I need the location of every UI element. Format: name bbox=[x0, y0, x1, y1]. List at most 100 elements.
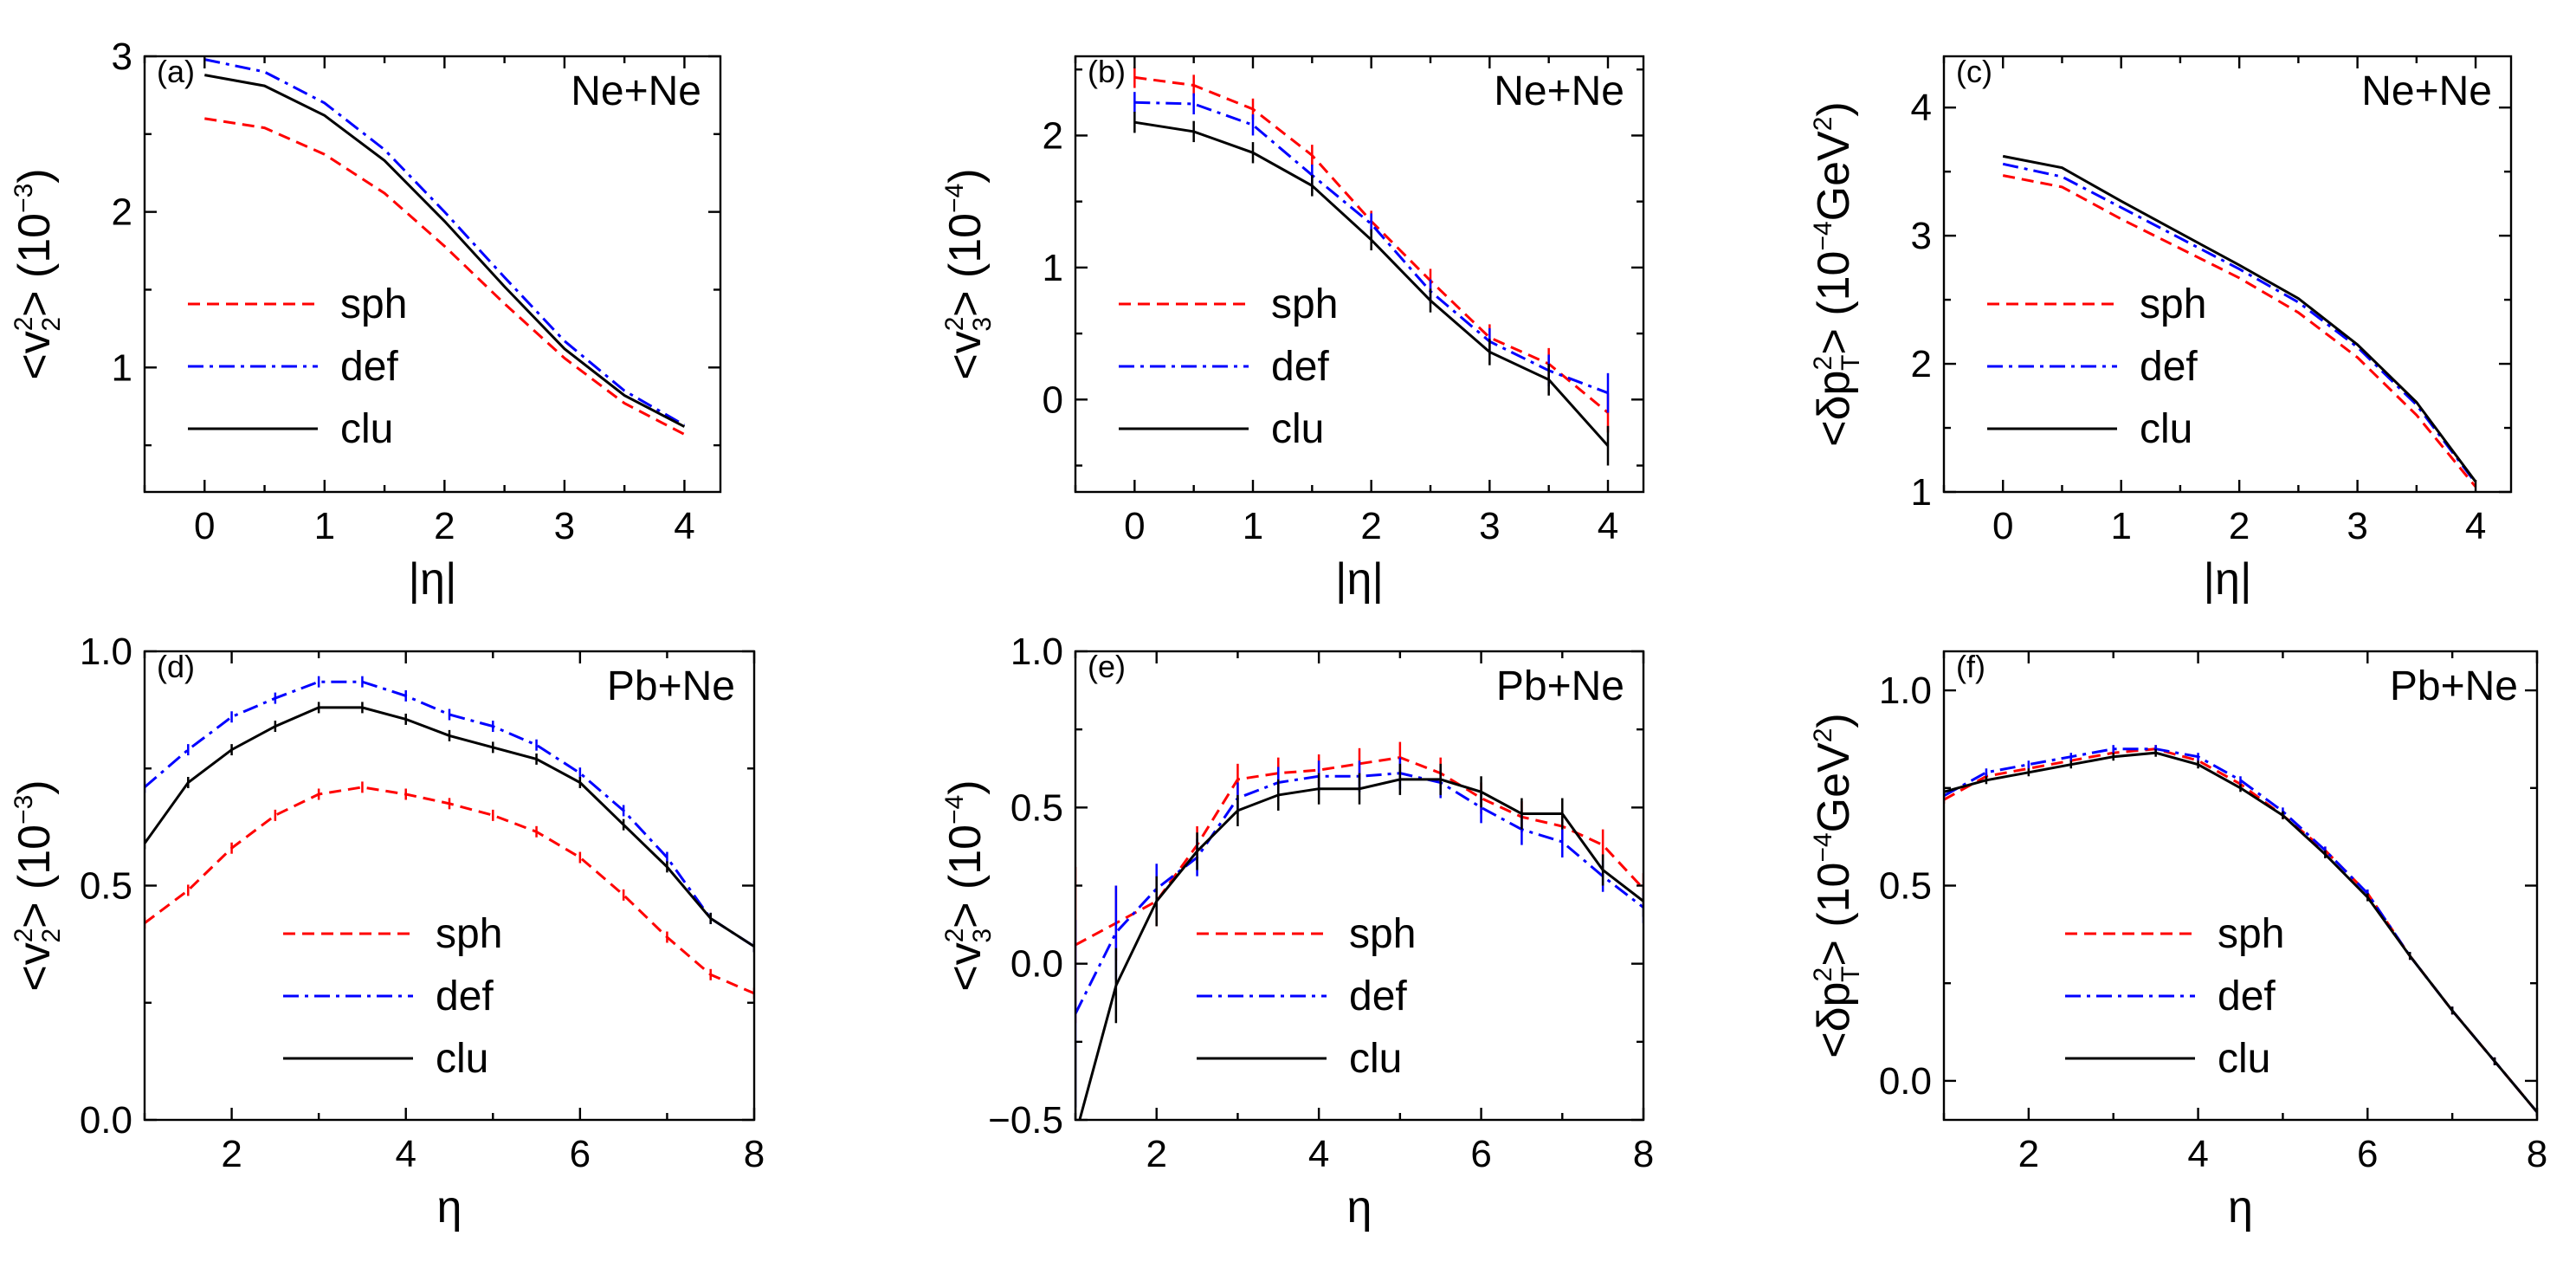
panel-e-line-sph bbox=[1075, 756, 1643, 947]
panel-f-tag: (f) bbox=[1956, 649, 1985, 684]
panel-a-yticklabel: 1 bbox=[112, 346, 132, 389]
panel-a-yticklabel: 2 bbox=[112, 191, 132, 234]
panel-a-xticklabel: 1 bbox=[314, 505, 335, 547]
panel-b-line-clu bbox=[1134, 120, 1610, 447]
panel-b-series bbox=[1133, 67, 1610, 466]
panel-d: 2 4 6 8 0.0 0.5 1.0 η <v22> (10−3) (d) Pb+Ne sph def… bbox=[10, 631, 765, 1232]
panel-b-tag: (b) bbox=[1088, 54, 1126, 89]
panel-c-xticklabel: 0 bbox=[1992, 505, 2013, 547]
legend-label-def: def bbox=[1349, 974, 1407, 1019]
legend-label-sph: sph bbox=[2218, 911, 2284, 957]
panel-e-yticklabel: 1.0 bbox=[1010, 631, 1063, 673]
panel-c-xticklabel: 2 bbox=[2229, 505, 2250, 547]
panel-a-xlabel: |η| bbox=[409, 554, 457, 605]
panel-e-xlabel: η bbox=[1347, 1182, 1372, 1232]
panel-d-xticklabel: 2 bbox=[221, 1133, 242, 1175]
panel-c-line-def bbox=[2002, 162, 2477, 484]
panel-b-frame bbox=[1074, 55, 1645, 494]
legend-label-clu: clu bbox=[2218, 1036, 2270, 1082]
panel-c-legend: sph def clu bbox=[1987, 281, 2206, 452]
panel-a-legend: sph def clu bbox=[188, 281, 407, 452]
panel-b-xticklabel: 3 bbox=[1479, 505, 1500, 547]
panel-c-line-sph bbox=[2002, 174, 2477, 488]
panel-b-xticklabel: 2 bbox=[1360, 505, 1381, 547]
legend-label-sph: sph bbox=[436, 911, 502, 957]
panel-d-yticklabel: 1.0 bbox=[80, 631, 132, 673]
panel-d-tag: (d) bbox=[157, 649, 195, 684]
legend-label-def: def bbox=[2140, 344, 2198, 390]
panel-f-legend: sph def clu bbox=[2065, 911, 2284, 1082]
panel-e-xticklabel: 4 bbox=[1308, 1133, 1329, 1175]
panel-c-xticklabel: 4 bbox=[2465, 505, 2486, 547]
panel-b-xticklabel: 4 bbox=[1598, 505, 1618, 547]
panel-b-title: Ne+Ne bbox=[1494, 68, 1624, 114]
panel-c-xticklabel: 3 bbox=[2347, 505, 2367, 547]
panel-b: 0 1 2 3 4 0 1 2 |η| <v23> (10−4) (b) Ne+Ne sph def clu bbox=[940, 54, 1645, 605]
legend-label-def: def bbox=[1271, 344, 1329, 390]
panel-c-frame bbox=[1942, 55, 2513, 494]
panel-d-title: Pb+Ne bbox=[607, 663, 735, 709]
panel-b-xlabel: |η| bbox=[1335, 554, 1384, 605]
panel-e: 2 4 6 8 −0.5 0.0 0.5 1.0 η <v23> (10−4) (e) Pb+Ne sp… bbox=[940, 631, 1654, 1232]
panel-f-xticklabel: 8 bbox=[2527, 1133, 2547, 1175]
legend-label-clu: clu bbox=[436, 1036, 488, 1082]
panel-a-frame bbox=[143, 55, 722, 494]
panel-d-xticklabel: 6 bbox=[570, 1133, 591, 1175]
panel-f-xticklabel: 4 bbox=[2187, 1133, 2208, 1175]
panel-c-series bbox=[2002, 154, 2477, 488]
panel-f: 2 4 6 8 0.0 0.5 1.0 η <δp2T> (10−4GeV2) (f) Pb+Ne s… bbox=[1809, 649, 2547, 1232]
legend-label-clu: clu bbox=[1271, 406, 1324, 452]
panel-b-legend: sph def clu bbox=[1119, 281, 1338, 452]
panel-e-xticklabel: 2 bbox=[1146, 1133, 1166, 1175]
legend-label-sph: sph bbox=[1271, 281, 1338, 327]
legend-label-def: def bbox=[340, 344, 398, 390]
panel-f-series bbox=[1944, 745, 2537, 1116]
panel-a-xticklabel: 0 bbox=[194, 505, 215, 547]
legend-label-clu: clu bbox=[2140, 406, 2192, 452]
panel-f-xlabel: η bbox=[2228, 1182, 2253, 1232]
panel-e-yticklabel: 0.5 bbox=[1010, 786, 1063, 829]
panel-f-yticklabel: 1.0 bbox=[1879, 670, 1932, 712]
legend-label-def: def bbox=[2218, 974, 2276, 1019]
panel-a-line-def bbox=[203, 58, 686, 427]
panel-a-ylabel: <v22> (10−3) bbox=[10, 168, 66, 379]
panel-c-xlabel: |η| bbox=[2204, 554, 2252, 605]
panel-a-line-clu bbox=[204, 74, 686, 428]
panel-d-ylabel: <v22> (10−3) bbox=[10, 780, 66, 991]
legend-label-sph: sph bbox=[2140, 281, 2206, 327]
panel-d-legend: sph def clu bbox=[283, 911, 502, 1082]
panel-c-tag: (c) bbox=[1956, 54, 1992, 89]
panel-c-yticklabel: 2 bbox=[1911, 343, 1932, 385]
panel-a-series bbox=[203, 58, 686, 436]
panel-c-ylabel: <δp2T> (10−4GeV2) bbox=[1809, 101, 1865, 447]
panel-e-line-clu bbox=[1078, 778, 1643, 1120]
panel-a-yticklabel: 3 bbox=[112, 36, 132, 78]
panel-d-line-sph bbox=[145, 786, 754, 995]
panel-a: 0 1 2 3 4 1 2 3 |η| <v22> (10−3) (a) Ne+Ne sph def clu bbox=[10, 36, 722, 605]
panel-c-xticklabel: 1 bbox=[2110, 505, 2131, 547]
panel-c-yticklabel: 3 bbox=[1911, 215, 1932, 257]
panel-f-ylabel: <δp2T> (10−4GeV2) bbox=[1809, 713, 1865, 1058]
panel-e-xticklabel: 6 bbox=[1470, 1133, 1491, 1175]
panel-e-yticklabel: −0.5 bbox=[988, 1099, 1063, 1142]
panel-f-yticklabel: 0.5 bbox=[1879, 865, 1932, 908]
panel-e-legend: sph def clu bbox=[1197, 911, 1416, 1082]
legend-label-sph: sph bbox=[340, 281, 407, 327]
panel-f-title: Pb+Ne bbox=[2390, 663, 2518, 709]
panel-b-yticklabel: 2 bbox=[1043, 114, 1063, 157]
panel-c-yticklabel: 4 bbox=[1911, 87, 1932, 129]
panel-b-ylabel: <v23> (10−4) bbox=[940, 168, 997, 379]
panel-a-xticklabel: 4 bbox=[674, 505, 694, 547]
panel-e-ylabel: <v23> (10−4) bbox=[940, 780, 997, 991]
panel-f-xticklabel: 6 bbox=[2357, 1133, 2378, 1175]
panel-b-yticklabel: 0 bbox=[1043, 378, 1063, 421]
panel-c-title: Ne+Ne bbox=[2361, 68, 2492, 114]
panel-e-yticklabel: 0.0 bbox=[1010, 943, 1063, 986]
panel-a-line-sph bbox=[204, 117, 686, 436]
panel-a-tag: (a) bbox=[157, 54, 195, 89]
legend-label-sph: sph bbox=[1349, 911, 1416, 957]
panel-d-yticklabel: 0.5 bbox=[80, 865, 132, 908]
panel-a-xticklabel: 3 bbox=[554, 505, 575, 547]
